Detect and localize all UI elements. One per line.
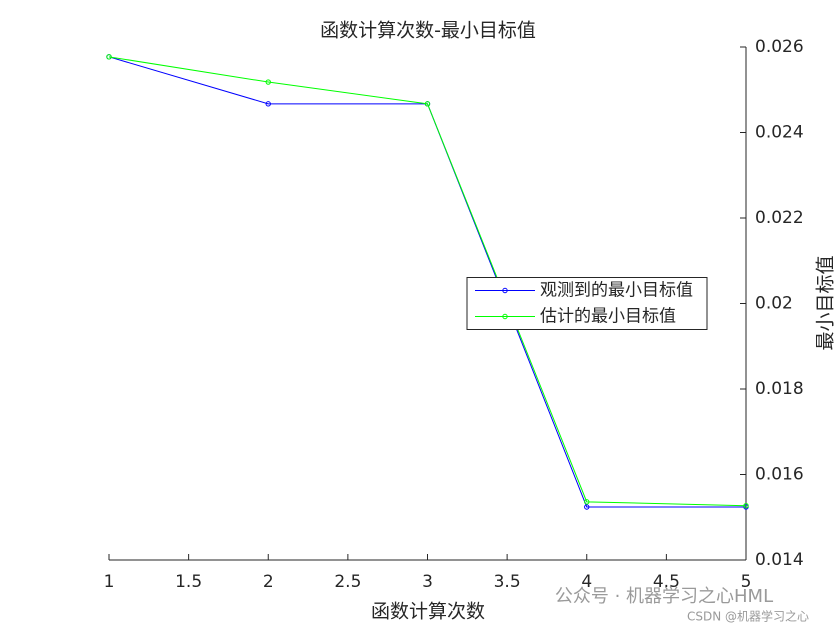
legend-marker: [502, 313, 508, 320]
y-tick-label: 0.02: [755, 294, 793, 314]
watermark-sub: CSDN @机器学习之心: [687, 609, 809, 624]
point: [265, 101, 271, 107]
point: [584, 504, 590, 510]
x-tick-label: 3: [422, 572, 433, 592]
legend-label: 观测到的最小目标值: [540, 281, 693, 301]
y-tick-label: 0.018: [755, 379, 804, 399]
x-tick-label: 3.5: [494, 572, 521, 592]
x-tick-label: 2.5: [334, 572, 361, 592]
point: [106, 54, 112, 60]
x-tick-label: 4.5: [653, 572, 680, 592]
x-tick-label: 5: [741, 572, 752, 592]
series-line: [108, 56, 747, 507]
chart-title: 函数计算次数-最小目标值: [320, 20, 536, 42]
x-tick-label: 1.5: [175, 572, 202, 592]
x-tick-label: 2: [263, 572, 274, 592]
x-tick-label: 4: [581, 572, 592, 592]
y-tick-label: 0.026: [755, 37, 804, 57]
watermark: 公众号 · 机器学习之心HML: [555, 586, 773, 607]
legend-label: 估计的最小目标值: [540, 307, 676, 327]
y-tick-label: 0.016: [755, 465, 804, 485]
x-tick-label: 1: [104, 572, 115, 592]
y-tick-label: 0.024: [755, 123, 804, 143]
point: [265, 79, 271, 85]
legend-marker: [502, 287, 508, 294]
x-axis-label: 函数计算次数: [371, 601, 485, 623]
y-tick-label: 0.022: [755, 208, 804, 228]
y-tick-label: 0.014: [755, 550, 804, 570]
legend-box: [466, 277, 708, 330]
point: [424, 101, 431, 107]
point: [584, 499, 590, 505]
y-axis-label: 最小目标值: [815, 255, 837, 350]
point: [743, 503, 749, 509]
